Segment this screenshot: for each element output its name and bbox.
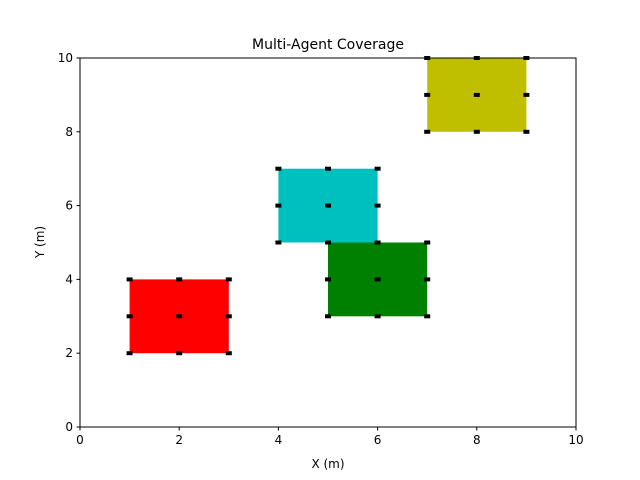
agent-point <box>424 277 431 282</box>
agent-point <box>126 314 133 319</box>
x-axis-label: X (m) <box>311 457 344 471</box>
agent-point <box>325 203 331 208</box>
agent-point <box>275 240 282 245</box>
y-axis-ticks: 0 2 4 6 8 10 <box>58 51 80 434</box>
agent-point <box>126 351 133 356</box>
agent-point <box>325 240 331 245</box>
x-tick-label: 0 <box>76 433 84 447</box>
y-axis-label: Y (m) <box>33 226 47 259</box>
x-axis-ticks: 0 2 4 6 8 10 <box>76 427 584 447</box>
x-tick-label: 2 <box>175 433 183 447</box>
x-tick-label: 6 <box>374 433 382 447</box>
agent-point <box>523 129 530 134</box>
agent-point <box>325 166 331 171</box>
agent-point <box>424 129 431 134</box>
agent-point <box>424 92 431 97</box>
x-tick-label: 10 <box>568 433 583 447</box>
y-tick-label: 4 <box>65 272 73 286</box>
agent-point <box>523 92 530 97</box>
y-tick-label: 6 <box>65 199 73 213</box>
agent-point <box>225 314 232 319</box>
y-tick-label: 2 <box>65 346 73 360</box>
agent-point <box>374 166 381 171</box>
agent-point <box>325 314 331 319</box>
agent-point <box>225 351 232 356</box>
agent-point <box>325 277 331 282</box>
agent-point <box>126 277 133 282</box>
agent-point <box>176 314 183 319</box>
chart-title: Multi-Agent Coverage <box>252 37 404 53</box>
x-tick-label: 4 <box>275 433 283 447</box>
agent-point <box>225 277 232 282</box>
x-tick-label: 8 <box>473 433 481 447</box>
agent-point <box>275 166 282 171</box>
y-tick-label: 8 <box>65 125 73 139</box>
agent-point <box>374 277 381 282</box>
agent-point <box>473 129 480 134</box>
y-tick-label: 10 <box>58 51 73 65</box>
agent-point <box>275 203 282 208</box>
agent-point <box>176 277 183 282</box>
agent-point <box>374 203 381 208</box>
plot-frame <box>79 57 577 428</box>
agent-point <box>176 351 183 356</box>
agent-point <box>374 314 381 319</box>
y-tick-label: 0 <box>65 420 73 434</box>
agent-point <box>424 240 431 245</box>
agent-point <box>374 240 381 245</box>
agent-point <box>424 314 431 319</box>
agent-point <box>473 92 480 97</box>
